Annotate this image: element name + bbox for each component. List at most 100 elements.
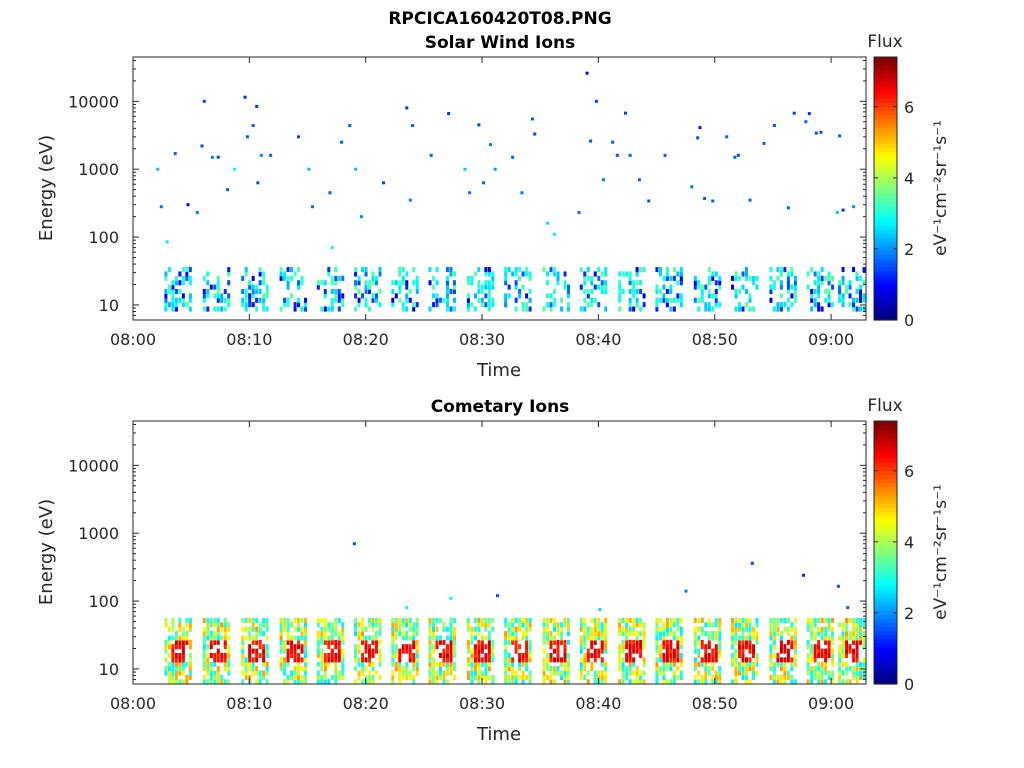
heatmap-cell: [831, 639, 835, 645]
heatmap-cell: [553, 635, 557, 641]
heatmap-cell: [216, 626, 220, 632]
heatmap-cell: [635, 617, 639, 623]
heatmap-cell: [528, 271, 532, 277]
heatmap-cell: [632, 670, 636, 676]
heatmap-cell: [167, 635, 171, 641]
heatmap-cell: [848, 679, 852, 685]
heatmap-cell: [707, 280, 711, 286]
heatmap-cell: [167, 652, 171, 659]
heatmap-cell: [449, 617, 453, 623]
heatmap-cell: [810, 635, 814, 641]
heatmap-cell: [357, 288, 361, 295]
heatmap-cell: [181, 302, 185, 308]
colorbar-segment: [874, 303, 897, 309]
heatmap-cell: [504, 679, 508, 685]
heatmap-cell: [590, 635, 594, 641]
heatmap-cell: [635, 674, 639, 680]
heatmap-cell: [549, 679, 553, 685]
heatmap-cell: [542, 670, 546, 676]
heatmap-cell: [354, 631, 358, 637]
heatmap-cell: [776, 631, 780, 637]
heatmap-cell: [368, 284, 372, 290]
heatmap-cell: [408, 626, 412, 632]
heatmap-cell: [783, 661, 787, 667]
heatmap-cell: [330, 297, 334, 303]
heatmap-cell: [546, 631, 550, 637]
heatmap-cell: [255, 284, 259, 290]
heatmap-cell: [330, 626, 334, 632]
heatmap-cell: [741, 666, 745, 672]
heatmap-cell: [511, 679, 515, 685]
heatmap-cell: [579, 267, 583, 273]
heatmap-cell: [449, 306, 453, 312]
heatmap-cell: [178, 666, 182, 672]
heatmap-cell: [251, 284, 255, 290]
heatmap-cell: [504, 275, 508, 281]
heatmap-cell: [473, 674, 477, 680]
heatmap-cell: [827, 635, 831, 641]
colorbar-segment: [874, 299, 897, 305]
heatmap-cell: [341, 670, 345, 676]
heatmap-cell: [487, 267, 491, 273]
heatmap-cell: [477, 639, 481, 645]
heatmap-cell: [734, 622, 738, 628]
heatmap-cell: [525, 617, 529, 623]
heatmap-cell: [428, 639, 432, 645]
heatmap-cell: [398, 626, 402, 632]
heatmap-cell: [560, 661, 564, 667]
colorbar-segment: [874, 167, 897, 173]
heatmap-cell: [209, 666, 213, 672]
colorbar-segment: [874, 474, 897, 480]
heatmap-cell: [364, 288, 368, 295]
heatmap-cell: [639, 288, 643, 295]
heatmap-cell: [590, 639, 594, 645]
heatmap-cell: [542, 679, 546, 685]
heatmap-cell: [590, 617, 594, 623]
heatmap-cell: [279, 648, 283, 654]
heatmap-cell: [188, 306, 192, 312]
heatmap-cell: [262, 674, 266, 680]
heatmap-cell: [642, 639, 646, 645]
heatmap-cell: [783, 679, 787, 685]
heatmap-cell: [188, 639, 192, 645]
heatmap-cell: [734, 679, 738, 685]
heatmap-cell: [662, 670, 666, 676]
heatmap-cell: [371, 666, 375, 672]
heatmap-cell: [445, 661, 449, 667]
heatmap-cell: [639, 674, 643, 680]
heatmap-cell: [220, 293, 224, 299]
heatmap-cell: [445, 306, 449, 312]
heatmap-cell: [394, 293, 398, 299]
heatmap-cell: [445, 666, 449, 672]
heatmap-cell: [327, 271, 331, 277]
heatmap-cell: [480, 302, 484, 308]
heatmap-cell: [813, 652, 817, 659]
x-axis-label-cometary: Time: [476, 724, 521, 745]
heatmap-cell: [371, 674, 375, 680]
heatmap-cell: [391, 674, 395, 680]
colorbar-segment: [874, 274, 897, 280]
heatmap-cell: [320, 280, 324, 286]
colorbar-segment: [874, 102, 897, 107]
heatmap-cell: [504, 631, 508, 637]
heatmap-cell: [432, 644, 436, 650]
flux-point: [243, 95, 247, 99]
heatmap-cell: [669, 652, 673, 659]
heatmap-cell: [817, 288, 821, 295]
heatmap-cell: [625, 631, 629, 637]
heatmap-cell: [655, 631, 659, 637]
heatmap-cell: [711, 271, 715, 277]
heatmap-cell: [662, 644, 666, 650]
heatmap-cell: [473, 652, 477, 659]
heatmap-cell: [209, 679, 213, 685]
colorbar-segment: [874, 254, 897, 259]
heatmap-cell: [432, 626, 436, 632]
heatmap-cell: [432, 617, 436, 623]
heatmap-cell: [449, 657, 453, 663]
heatmap-cell: [286, 657, 290, 663]
heatmap-cell: [769, 661, 773, 667]
heatmap-cell: [810, 679, 814, 685]
heatmap-cell: [855, 661, 859, 667]
heatmap-cell: [449, 267, 453, 273]
